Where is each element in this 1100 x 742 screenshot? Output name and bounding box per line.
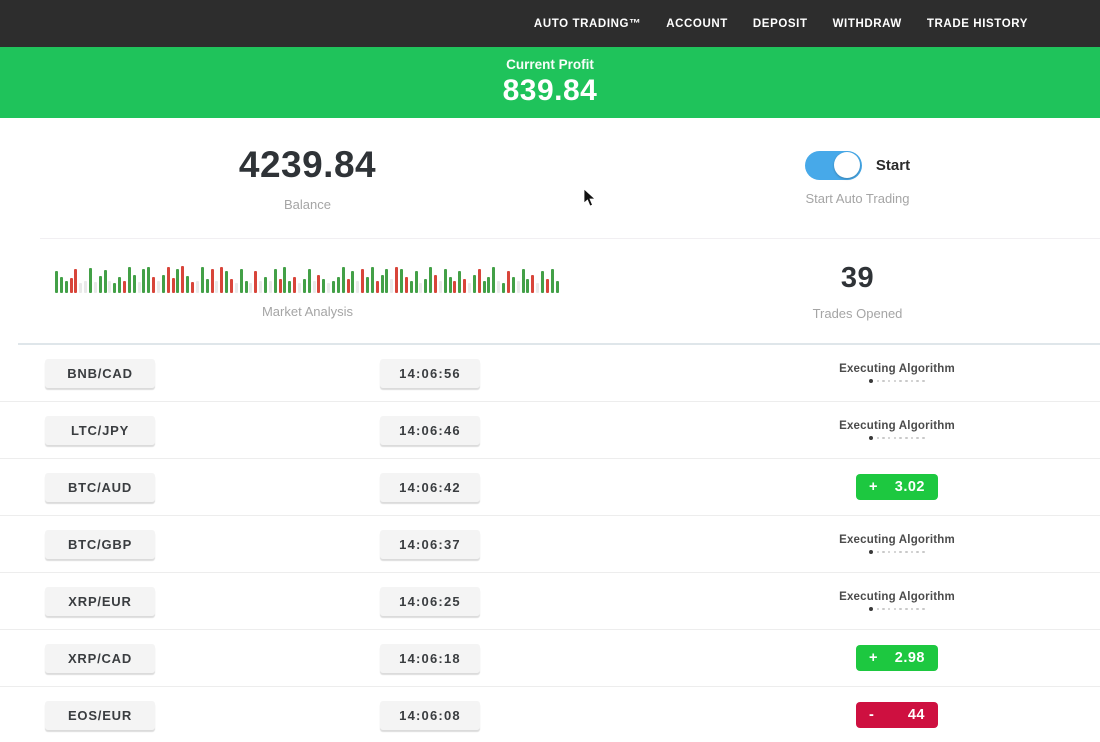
pair-badge: XRP/EUR (45, 586, 155, 616)
nav-trade-history[interactable]: TRADE HISTORY (926, 17, 1028, 30)
trades-opened-cell: 39 Trades Opened (615, 239, 1100, 343)
pair-badge: BTC/AUD (45, 472, 155, 502)
progress-dots (868, 379, 926, 383)
time-badge: 14:06:18 (380, 643, 480, 673)
pair-badge: LTC/JPY (45, 415, 155, 445)
section-divider (40, 238, 1100, 239)
table-row: XRP/EUR 14:06:25 Executing Algorithm (0, 573, 1100, 630)
status-cell: Executing Algorithm (694, 591, 1100, 611)
table-row: LTC/JPY 14:06:46 Executing Algorithm (0, 402, 1100, 459)
progress-dots (868, 550, 926, 554)
nav-account[interactable]: ACCOUNT (666, 17, 728, 30)
nav-withdraw[interactable]: WITHDRAW (832, 17, 902, 30)
progress-dots (868, 436, 926, 440)
table-row: EOS/EUR 14:06:08 -44 (0, 687, 1100, 742)
market-section: Market Analysis 39 Trades Opened (0, 239, 1100, 343)
balance-section: 4239.84 Balance Start Start Auto Trading (0, 118, 1100, 238)
pair-badge: BTC/GBP (45, 529, 155, 559)
table-row: BTC/AUD 14:06:42 +3.02 (0, 459, 1100, 516)
loss-badge: -44 (856, 702, 938, 728)
toggle-knob (834, 152, 861, 178)
table-row: BNB/CAD 14:06:56 Executing Algorithm (0, 345, 1100, 402)
top-nav: AUTO TRADING™ ACCOUNT DEPOSIT WITHDRAW T… (0, 0, 1100, 47)
market-analysis-cell: Market Analysis (0, 239, 615, 343)
profit-badge: +3.02 (856, 474, 938, 500)
trades-table: BNB/CAD 14:06:56 Executing Algorithm LTC… (0, 345, 1100, 742)
current-profit-label: Current Profit (506, 57, 594, 72)
balance-label: Balance (284, 197, 331, 212)
table-row: XRP/CAD 14:06:18 +2.98 (0, 630, 1100, 687)
progress-dots (868, 607, 926, 611)
time-badge: 14:06:37 (380, 529, 480, 559)
time-badge: 14:06:46 (380, 415, 480, 445)
status-cell: Executing Algorithm (694, 420, 1100, 440)
balance-cell: 4239.84 Balance (0, 118, 615, 238)
time-badge: 14:06:56 (380, 358, 480, 388)
trades-opened-label: Trades Opened (812, 305, 903, 321)
pair-badge: BNB/CAD (45, 358, 155, 388)
auto-trading-toggle[interactable] (804, 150, 862, 180)
current-profit-banner: Current Profit 839.84 (0, 47, 1100, 118)
nav-deposit[interactable]: DEPOSIT (752, 17, 808, 30)
status-cell: -44 (694, 702, 1100, 728)
table-row: BTC/GBP 14:06:37 Executing Algorithm (0, 516, 1100, 573)
time-badge: 14:06:25 (380, 586, 480, 616)
balance-value: 4239.84 (238, 144, 377, 185)
pair-badge: EOS/EUR (45, 700, 155, 730)
executing-algorithm-label: Executing Algorithm (839, 363, 955, 375)
nav-auto-trading[interactable]: AUTO TRADING™ (533, 17, 642, 30)
pair-badge: XRP/CAD (45, 643, 155, 673)
time-badge: 14:06:08 (380, 700, 480, 730)
status-cell: +2.98 (694, 645, 1100, 671)
trades-opened-value: 39 (840, 261, 875, 294)
executing-algorithm-label: Executing Algorithm (839, 591, 955, 603)
executing-algorithm-label: Executing Algorithm (839, 420, 955, 432)
table-divider (18, 343, 1100, 345)
time-badge: 14:06:42 (380, 472, 480, 502)
auto-trading-cell: Start Start Auto Trading (615, 118, 1100, 238)
market-analysis-chart (55, 263, 560, 293)
market-analysis-label: Market Analysis (261, 304, 354, 319)
status-cell: Executing Algorithm (694, 363, 1100, 383)
status-cell: Executing Algorithm (694, 534, 1100, 554)
toggle-label: Start (875, 156, 911, 174)
auto-trading-label: Start Auto Trading (805, 190, 910, 206)
profit-badge: +2.98 (856, 645, 938, 671)
current-profit-value: 839.84 (502, 74, 598, 107)
executing-algorithm-label: Executing Algorithm (839, 534, 955, 546)
status-cell: +3.02 (694, 474, 1100, 500)
